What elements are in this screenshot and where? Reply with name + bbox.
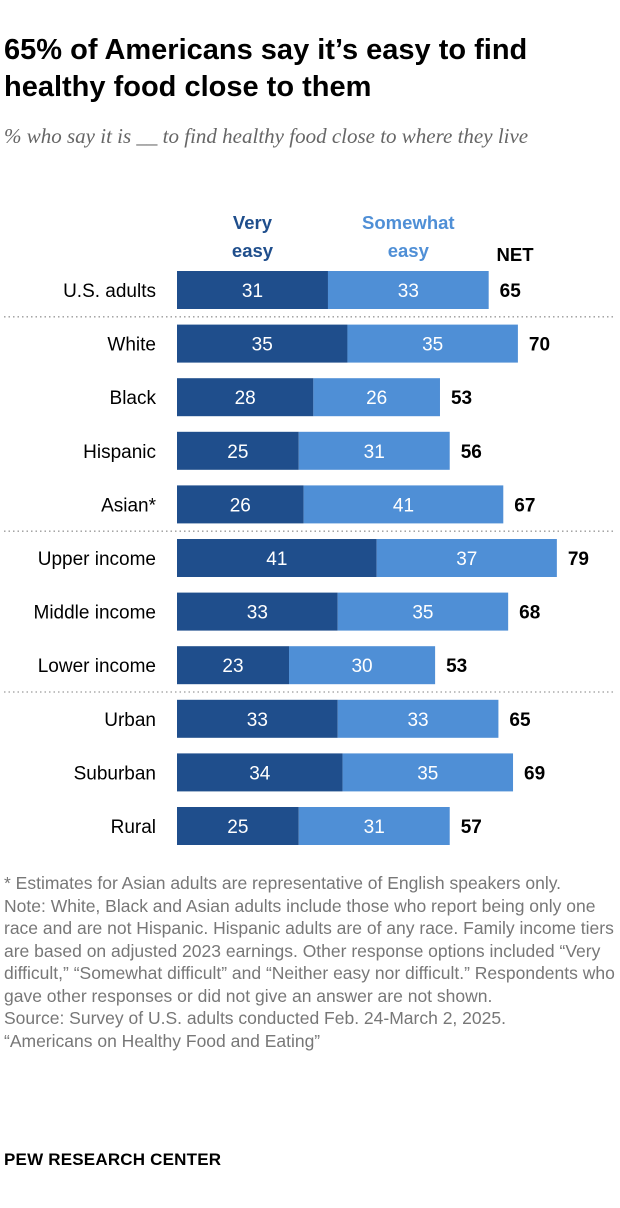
bar-very-easy [177, 753, 343, 792]
net-value: 56 [461, 442, 482, 463]
net-value: 68 [519, 603, 540, 624]
stacked-bar-chart: Very easy Somewhat easy NET U.S. adults 31 33 65… [4, 212, 614, 845]
value-label-somewhat-easy: 35 [422, 335, 443, 356]
value-label-very-easy: 23 [222, 656, 243, 677]
value-label-very-easy: 35 [252, 335, 273, 356]
bar-very-easy [177, 807, 299, 845]
chart-subtitle: % who say it is __ to find healthy food … [4, 124, 529, 148]
value-label-very-easy: 25 [227, 817, 248, 838]
value-label-very-easy: 33 [247, 603, 268, 624]
net-value: 53 [451, 388, 472, 409]
value-label-very-easy: 25 [227, 442, 248, 463]
footnotes: * Estimates for Asian adults are represe… [4, 872, 616, 1052]
category-label: Black [110, 388, 157, 409]
value-label-somewhat-easy: 31 [364, 817, 385, 838]
chart-title: 65% of Americans say it’s easy to find h… [4, 34, 528, 103]
net-value: 69 [524, 763, 545, 784]
value-label-very-easy: 31 [242, 281, 263, 302]
legend-somewhat-easy: Somewhat [362, 212, 455, 233]
report-title: “Americans on Healthy Food and Eating” [4, 1030, 321, 1051]
bar-somewhat-easy [342, 753, 514, 792]
category-label: Urban [104, 710, 156, 731]
value-label-somewhat-easy: 41 [393, 495, 414, 516]
bar-very-easy [177, 592, 338, 631]
pew-logo-text: PEW RESEARCH CENTER [4, 1150, 222, 1169]
net-value: 67 [514, 495, 535, 516]
bar-very-easy [177, 324, 348, 363]
bar-very-easy [177, 431, 299, 470]
bar-somewhat-easy [376, 539, 557, 577]
category-label: Middle income [34, 603, 157, 624]
category-label: Upper income [38, 549, 156, 570]
bar-very-easy [177, 485, 304, 524]
legend-somewhat-easy: easy [388, 240, 430, 261]
bar-somewhat-easy [313, 378, 440, 417]
category-label: U.S. adults [63, 281, 156, 302]
net-value: 79 [568, 549, 589, 570]
bar-somewhat-easy [289, 646, 436, 685]
value-label-somewhat-easy: 33 [398, 281, 419, 302]
bar-very-easy [177, 539, 377, 577]
category-label: Asian* [101, 495, 157, 516]
category-label: Rural [111, 817, 156, 838]
source-note: Source: Survey of U.S. adults conducted … [4, 1008, 506, 1028]
category-label: Hispanic [83, 442, 156, 463]
net-value: 70 [529, 335, 550, 356]
net-value: 65 [500, 281, 522, 302]
value-label-very-easy: 26 [230, 495, 251, 516]
asterisk-note: * Estimates for Asian adults are represe… [4, 873, 562, 893]
net-value: 57 [461, 817, 482, 838]
value-label-somewhat-easy: 30 [351, 656, 372, 677]
category-label: Suburban [74, 763, 156, 784]
bar-somewhat-easy [327, 271, 489, 309]
value-label-very-easy: 41 [266, 549, 287, 570]
bar-very-easy [177, 646, 290, 685]
bar-somewhat-easy [347, 324, 518, 363]
value-label-somewhat-easy: 26 [366, 388, 387, 409]
value-label-very-easy: 28 [235, 388, 256, 409]
value-label-very-easy: 33 [247, 710, 268, 731]
bar-somewhat-easy [303, 485, 504, 524]
bar-somewhat-easy [337, 699, 499, 738]
value-label-very-easy: 34 [249, 763, 271, 784]
category-label: Lower income [38, 656, 156, 677]
methodology-note: Note: White, Black and Asian adults incl… [4, 895, 615, 1006]
legend-very-easy: Very [233, 212, 273, 233]
bar-very-easy [177, 378, 314, 417]
bar-somewhat-easy [298, 431, 450, 470]
value-label-somewhat-easy: 35 [417, 763, 438, 784]
bar-very-easy [177, 271, 328, 309]
value-label-somewhat-easy: 33 [407, 710, 428, 731]
category-label: White [107, 335, 156, 356]
bar-very-easy [177, 699, 338, 738]
net-value: 53 [446, 656, 467, 677]
net-value: 65 [509, 710, 531, 731]
legend-very-easy: easy [232, 240, 274, 261]
value-label-somewhat-easy: 35 [412, 603, 433, 624]
net-header: NET [497, 244, 535, 265]
value-label-somewhat-easy: 37 [456, 549, 477, 570]
bar-somewhat-easy [298, 807, 450, 845]
bar-somewhat-easy [337, 592, 509, 631]
value-label-somewhat-easy: 31 [364, 442, 385, 463]
